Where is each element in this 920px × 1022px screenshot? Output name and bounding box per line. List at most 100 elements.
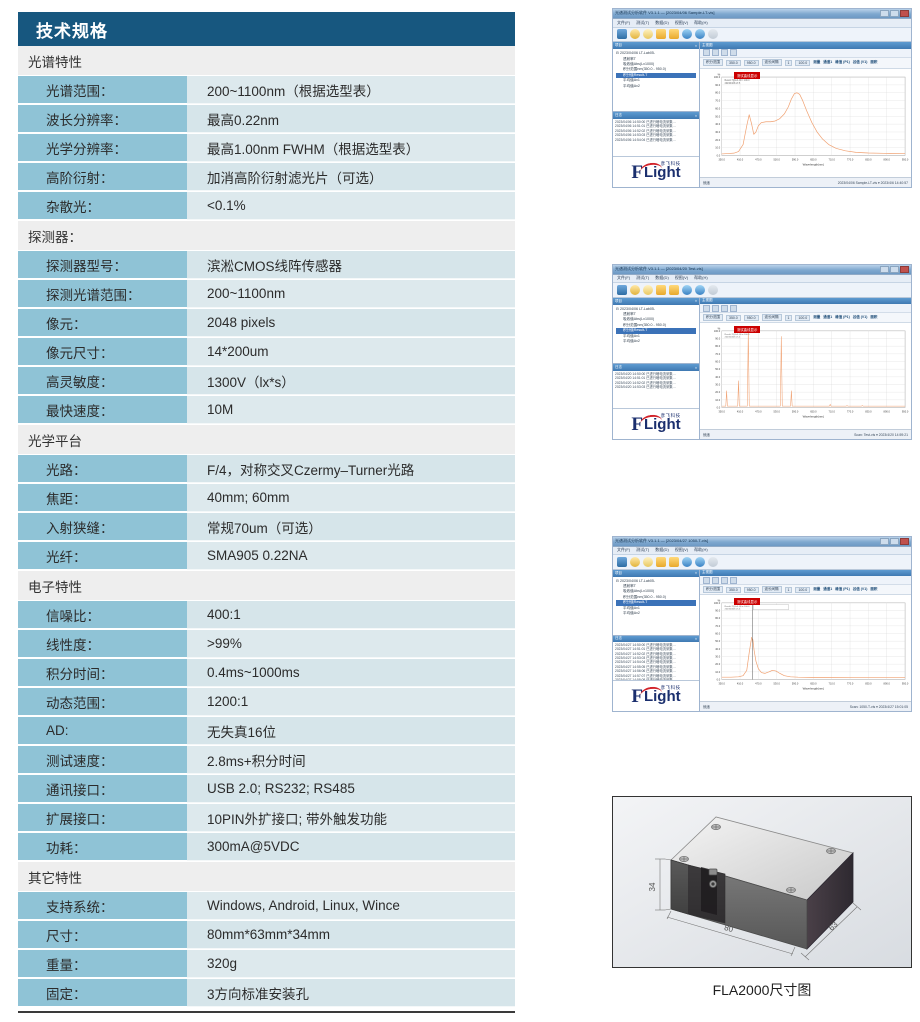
pane-close-icon[interactable]: × bbox=[694, 571, 697, 576]
tree-node[interactable]: 积分范围nm(350.0 - 950.0) bbox=[623, 594, 666, 599]
plot-param[interactable]: 积分范围 bbox=[703, 586, 723, 594]
plot-toolbar-2[interactable] bbox=[700, 304, 911, 313]
tree-node[interactable]: 吸收值Abs(Lx1000) bbox=[623, 317, 655, 322]
plot-params-2[interactable]: 积分范围 350.0 950.0 波长间隔 1 100.0 测量 通道1 峰值 (P1) 谷值 (… bbox=[700, 312, 911, 324]
zoom-out-icon[interactable] bbox=[695, 556, 705, 567]
toolbar-3[interactable] bbox=[613, 555, 911, 570]
lamp2-icon[interactable] bbox=[643, 556, 653, 567]
pane-close-icon[interactable]: × bbox=[694, 365, 697, 370]
marker-tool-icon[interactable] bbox=[730, 576, 737, 584]
plot-toolbar-1[interactable] bbox=[700, 49, 911, 58]
maximize-icon[interactable] bbox=[890, 9, 899, 17]
print-icon[interactable] bbox=[656, 284, 666, 295]
close-icon[interactable] bbox=[900, 537, 909, 545]
tree-node[interactable]: 积分范围nm(350.0 - 950.0) bbox=[623, 67, 666, 72]
menu-item[interactable]: 数据(D) bbox=[655, 275, 669, 281]
pane-close-icon[interactable]: × bbox=[694, 43, 697, 48]
marker-tool-icon[interactable] bbox=[730, 304, 737, 312]
menu-item[interactable]: 文件(F) bbox=[617, 547, 631, 553]
plot-area-1[interactable]: 测试曲线显示 350.0 410.0 470.0 530.0 590.0 650.0 710… bbox=[700, 68, 911, 178]
tree-node[interactable]: 平均值Av2 bbox=[623, 83, 640, 88]
plot-param[interactable]: 波长间隔 bbox=[761, 314, 782, 322]
lamp2-icon[interactable] bbox=[643, 29, 653, 40]
lamp-icon[interactable] bbox=[630, 556, 640, 567]
pane-close-icon[interactable]: × bbox=[694, 636, 697, 641]
plot-param[interactable]: 350.0 bbox=[726, 59, 741, 66]
zoom-tool-icon[interactable] bbox=[712, 304, 719, 312]
plot-param[interactable]: 波长间隔 bbox=[761, 59, 782, 67]
tree-node[interactable]: 透射率T bbox=[623, 583, 636, 588]
tree-node[interactable]: 吸收值Abs(Lx1000) bbox=[623, 62, 655, 67]
project-tree-2[interactable]: ⊟ 2023/04/06 LT-Lab05- 透射率T 吸收值Abs(Lx1000)… bbox=[613, 304, 699, 364]
cursor-tool-icon[interactable] bbox=[703, 49, 710, 57]
pan-tool-icon[interactable] bbox=[721, 304, 728, 312]
menubar-1[interactable]: 文件(F) 测试(T) 数据(D) 视图(V) 帮助(H) bbox=[613, 18, 911, 28]
cursor-tool-icon[interactable] bbox=[703, 304, 710, 312]
plot-param[interactable]: 积分范围 bbox=[703, 59, 723, 67]
menu-item[interactable]: 数据(D) bbox=[655, 547, 669, 553]
menu-item[interactable]: 帮助(H) bbox=[694, 547, 708, 553]
reset-icon[interactable] bbox=[708, 29, 718, 40]
zoom-in-icon[interactable] bbox=[682, 29, 692, 40]
cursor-tool-icon[interactable] bbox=[703, 576, 710, 584]
project-tree-3[interactable]: ⊟ 2023/04/06 LT-Lab05- 透射率T 吸收值Abs(Lx1000)… bbox=[613, 576, 699, 636]
folder-icon[interactable] bbox=[669, 556, 679, 567]
plot-param[interactable]: 积分范围 bbox=[703, 314, 723, 322]
tree-node[interactable]: 吸收值Abs(Lx1000) bbox=[623, 589, 655, 594]
tree-node[interactable]: ⊟ 2023/04/06 LT-Lab05- bbox=[616, 306, 656, 311]
menubar-2[interactable]: 文件(F) 测试(T) 数据(D) 视图(V) 帮助(H) bbox=[613, 274, 911, 284]
reset-icon[interactable] bbox=[708, 556, 718, 567]
tree-node[interactable]: 平均值Av1 bbox=[623, 333, 640, 338]
measure-icon[interactable] bbox=[617, 29, 627, 40]
zoom-tool-icon[interactable] bbox=[712, 49, 719, 57]
plot-param[interactable]: 100.0 bbox=[795, 586, 811, 593]
minimize-icon[interactable] bbox=[880, 537, 889, 545]
plot-param[interactable]: 100.0 bbox=[795, 314, 811, 321]
menu-item[interactable]: 文件(F) bbox=[617, 275, 631, 281]
tree-node[interactable]: 积分值Result-T bbox=[616, 600, 696, 606]
tree-node[interactable]: 积分值Result-T bbox=[616, 72, 696, 79]
pan-tool-icon[interactable] bbox=[721, 576, 728, 584]
print-icon[interactable] bbox=[656, 556, 666, 567]
zoom-out-icon[interactable] bbox=[695, 29, 705, 40]
lamp-icon[interactable] bbox=[630, 284, 640, 295]
tree-node[interactable]: 积分范围nm(350.0 - 950.0) bbox=[623, 322, 666, 327]
measure-icon[interactable] bbox=[617, 556, 627, 567]
plot-params-3[interactable]: 积分范围 350.0 950.0 波长间隔 1 100.0 测量 通道1 峰值 (P1) 谷值 (… bbox=[700, 584, 911, 596]
zoom-in-icon[interactable] bbox=[682, 284, 692, 295]
marker-tool-icon[interactable] bbox=[730, 49, 737, 57]
tree-node[interactable]: ⊟ 2023/04/06 LT-Lab05- bbox=[616, 51, 656, 56]
tree-node[interactable]: 平均值Av2 bbox=[623, 610, 640, 615]
measure-icon[interactable] bbox=[617, 284, 627, 295]
tree-node[interactable]: 平均值Av1 bbox=[623, 78, 640, 83]
plot-param[interactable]: 1 bbox=[784, 59, 793, 66]
menu-item[interactable]: 视图(V) bbox=[674, 547, 689, 553]
menu-item[interactable]: 视图(V) bbox=[674, 275, 689, 281]
toolbar-2[interactable] bbox=[613, 283, 911, 298]
plot-params-1[interactable]: 积分范围 350.0 950.0 波长间隔 1 100.0 测量 通道1 峰值 (P1) 谷值 (… bbox=[700, 57, 911, 69]
project-tree-1[interactable]: ⊟ 2023/04/06 LT-Lab05- 透射率T 吸收值Abs(Lx1000)… bbox=[613, 49, 699, 112]
lamp-icon[interactable] bbox=[630, 29, 640, 40]
plot-param[interactable]: 350.0 bbox=[726, 314, 741, 321]
menubar-3[interactable]: 文件(F) 测试(T) 数据(D) 视图(V) 帮助(H) bbox=[613, 546, 911, 556]
plot-area-2[interactable]: 测试曲线显示 350.0 410.0 470.0 530.0 590.0 650.0 710… bbox=[700, 323, 911, 430]
lamp2-icon[interactable] bbox=[643, 284, 653, 295]
pane-close-icon[interactable]: × bbox=[694, 299, 697, 304]
window-controls[interactable] bbox=[880, 9, 909, 17]
tree-node[interactable]: 平均值Av2 bbox=[623, 338, 640, 343]
tree-node[interactable]: 透射率T bbox=[623, 311, 636, 316]
menu-item[interactable]: 数据(D) bbox=[655, 19, 669, 25]
menu-item[interactable]: 文件(F) bbox=[617, 19, 631, 25]
plot-param[interactable]: 100.0 bbox=[795, 59, 811, 66]
window-controls[interactable] bbox=[880, 265, 909, 273]
zoom-tool-icon[interactable] bbox=[712, 576, 719, 584]
log-list-2[interactable]: 2023/04/20 14:50:00 已进行暗电流采集… 2023/04/20 … bbox=[613, 371, 699, 409]
plot-param[interactable]: 1 bbox=[784, 586, 793, 593]
plot-param[interactable]: 950.0 bbox=[743, 314, 759, 321]
folder-icon[interactable] bbox=[669, 284, 679, 295]
plot-param[interactable]: 950.0 bbox=[743, 59, 759, 66]
toolbar-1[interactable] bbox=[613, 27, 911, 43]
zoom-out-icon[interactable] bbox=[695, 284, 705, 295]
log-list-1[interactable]: 2023/04/06 14:50:00 已进行暗电流采集… 2023/04/06 … bbox=[613, 119, 699, 157]
tree-node[interactable]: 平均值Av1 bbox=[623, 605, 640, 610]
